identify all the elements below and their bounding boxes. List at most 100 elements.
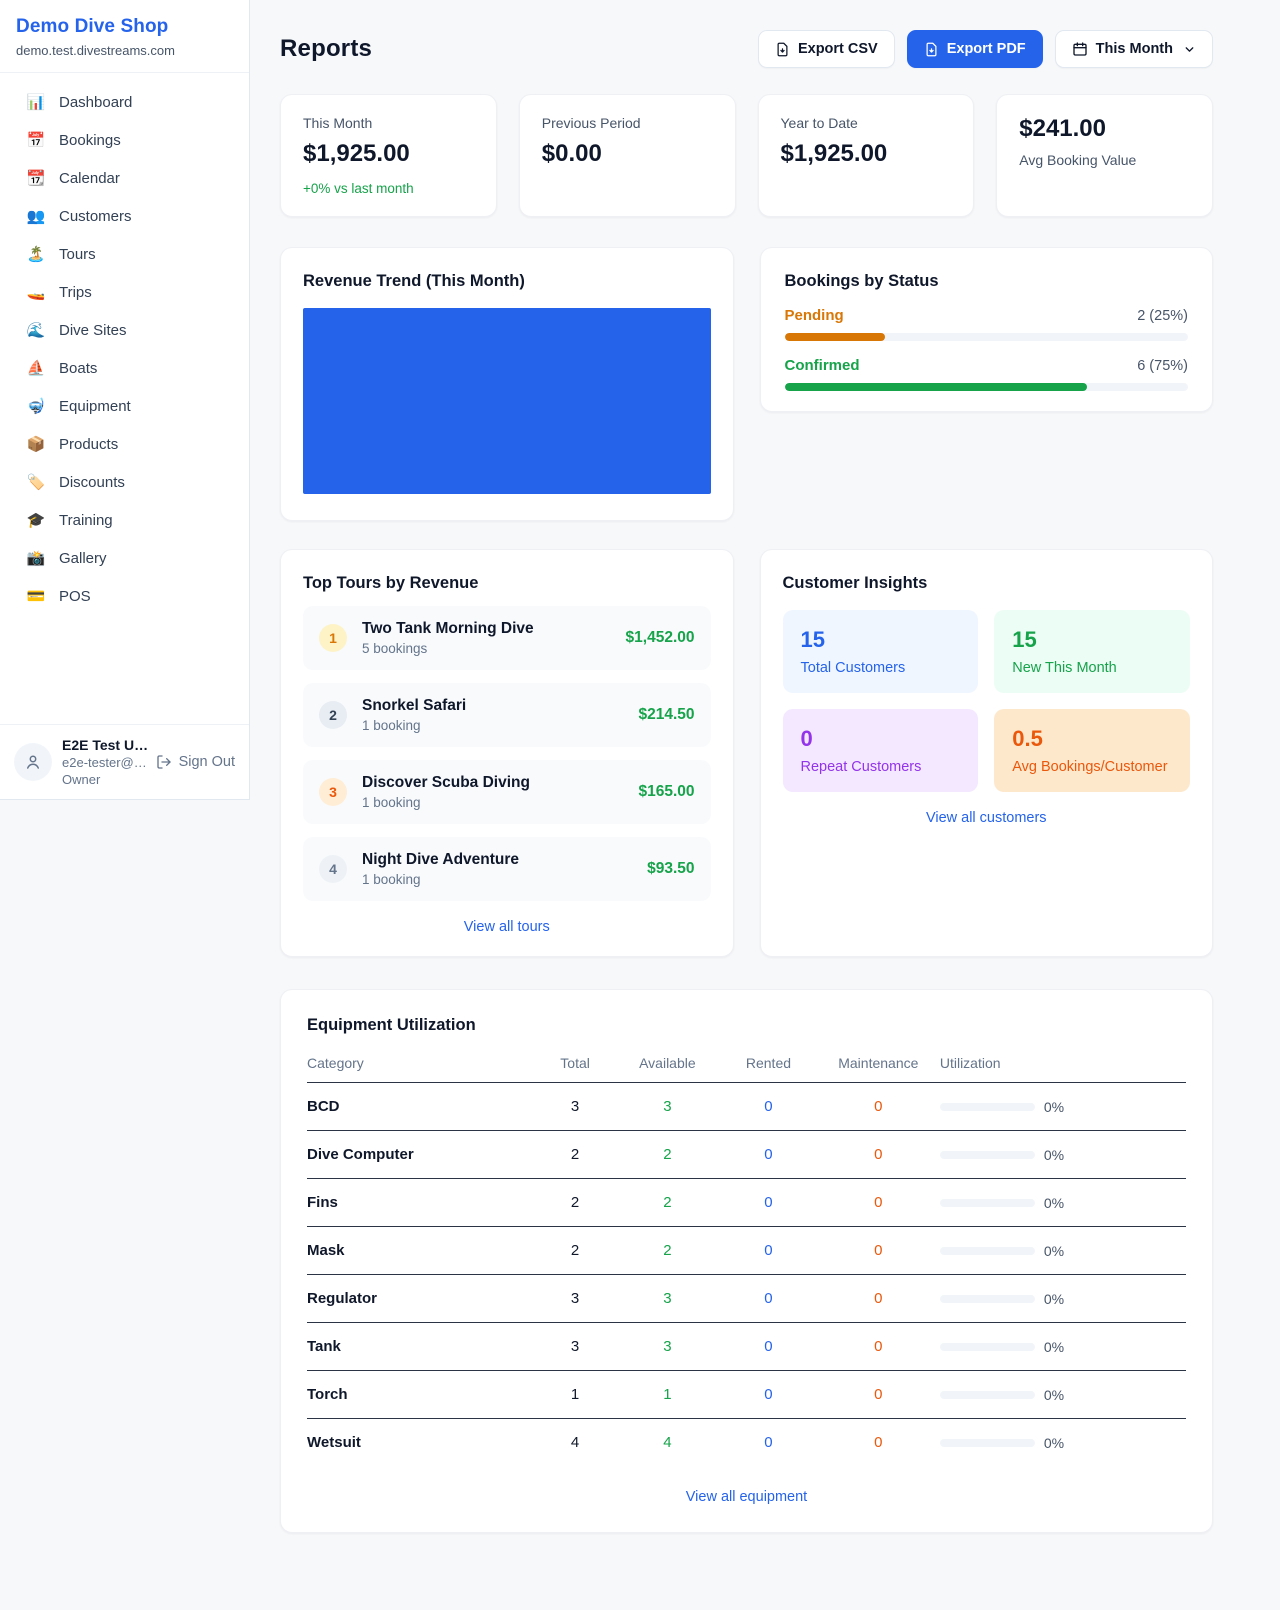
sign-out-label: Sign Out [178,754,235,770]
sidebar-item-bookings[interactable]: 📅 Bookings [0,121,249,159]
tour-name: Night Dive Adventure [362,851,520,868]
user-meta: E2E Test U… e2e-tester@… Owner [62,737,148,787]
tour-bookings: 1 booking [362,718,421,733]
export-pdf-button[interactable]: Export PDF [906,30,1043,68]
col-maintenance: Maintenance [816,1043,940,1083]
col-available: Available [614,1043,721,1083]
utilization-bar-track [939,1246,1035,1255]
speedboat-icon: 🚤 [26,284,46,301]
tag-icon: 🏷️ [26,474,46,491]
tour-revenue: $93.50 [647,860,695,877]
tile-value: 15 [800,627,825,652]
equipment-category: BCD [307,1082,536,1131]
sidebar-header: Demo Dive Shop demo.test.divestreams.com [0,0,249,73]
equipment-total: 3 [535,1322,615,1371]
utilization-bar-track [939,1150,1035,1159]
graduation-cap-icon: 🎓 [26,512,46,529]
stat-label: Avg Booking Value [1019,152,1137,168]
equipment-maintenance: 0 [816,1226,940,1275]
equipment-category: Tank [307,1322,536,1371]
sidebar-item-label: Trips [59,283,92,301]
sidebar-item-label: Products [59,435,119,453]
equipment-rented: 0 [720,1226,817,1275]
sidebar-item-training[interactable]: 🎓 Training [0,501,249,539]
view-all-tours-link[interactable]: View all tours [463,919,550,935]
sidebar-item-pos[interactable]: 💳 POS [0,577,249,615]
equipment-rented: 0 [720,1370,817,1419]
equipment-header-row: Category Total Available Rented Maintena… [307,1043,1186,1083]
sidebar-item-equipment[interactable]: 🤿 Equipment [0,387,249,425]
sign-out-button[interactable]: Sign Out [156,754,235,770]
tour-row: 4 Night Dive Adventure 1 booking $93.50 [303,837,711,901]
utilization-percent: 0% [1043,1194,1065,1211]
utilization-percent: 0% [1043,1146,1065,1163]
sidebar-item-boats[interactable]: ⛵ Boats [0,349,249,387]
page-header: Reports Export CSV Export PDF This Month [280,30,1213,68]
utilization-bar-track [939,1102,1035,1111]
stat-value: $241.00 [1019,115,1107,142]
sidebar-item-trips[interactable]: 🚤 Trips [0,273,249,311]
calendar-icon: 📆 [26,170,46,187]
export-csv-label: Export CSV [797,41,878,57]
sidebar-item-gallery[interactable]: 📸 Gallery [0,539,249,577]
tour-info: Discover Scuba Diving 1 booking [362,774,623,810]
top-tours-card: Top Tours by Revenue 1 Two Tank Morning … [280,549,734,957]
equipment-row: Mask 2 2 0 0 0% [307,1226,1186,1275]
equipment-maintenance: 0 [816,1130,940,1179]
sidebar-item-customers[interactable]: 👥 Customers [0,197,249,235]
utilization-percent: 0% [1043,1242,1065,1259]
sidebar-item-products[interactable]: 📦 Products [0,425,249,463]
tile-label: Total Customers [800,660,906,676]
period-selector[interactable]: This Month [1054,30,1213,68]
sidebar-item-dashboard[interactable]: 📊 Dashboard [0,83,249,121]
period-label: This Month [1095,41,1173,57]
utilization-bar-track [939,1198,1035,1207]
status-row-confirmed: Confirmed 6 (75%) [784,357,1188,391]
equipment-category: Mask [307,1226,536,1275]
equipment-maintenance: 0 [816,1370,940,1419]
view-all-equipment-link[interactable]: View all equipment [685,1489,808,1505]
equipment-total: 2 [535,1130,615,1179]
view-all-customers-link[interactable]: View all customers [925,810,1047,826]
tile-new-this-month: 15 New This Month [994,610,1190,693]
sidebar-item-label: Dive Sites [59,321,127,339]
equipment-category: Regulator [307,1274,536,1323]
sidebar-item-calendar[interactable]: 📆 Calendar [0,159,249,197]
stat-card-this-month: This Month $1,925.00 +0% vs last month [280,94,497,217]
equipment-rented: 0 [764,1434,773,1451]
equipment-available: 3 [614,1082,721,1131]
revenue-trend-bar [303,308,711,494]
bar-chart-icon: 📊 [26,94,46,111]
shop-name: Demo Dive Shop [16,16,169,37]
equipment-rented: 0 [720,1274,817,1323]
export-csv-button[interactable]: Export CSV [757,30,895,68]
sidebar-user-section: E2E Test U… e2e-tester@… Owner Sign Out [0,724,249,799]
credit-card-icon: 💳 [26,588,46,605]
tour-row: 1 Two Tank Morning Dive 5 bookings $1,45… [303,606,711,670]
equipment-table: Category Total Available Rented Maintena… [307,1043,1186,1466]
sidebar-item-dive-sites[interactable]: 🌊 Dive Sites [0,311,249,349]
equipment-total: 3 [535,1082,615,1131]
tour-info: Snorkel Safari 1 booking [362,697,623,733]
rank-badge: 4 [319,855,347,883]
utilization-bar-track [939,1438,1035,1447]
status-label-confirmed: Confirmed [784,357,860,374]
status-label-pending: Pending [784,307,844,324]
revenue-trend-card: Revenue Trend (This Month) [280,247,734,521]
tile-total-customers: 15 Total Customers [782,610,979,693]
status-bar-track [784,333,1188,341]
equipment-total: 1 [535,1370,615,1419]
sidebar-item-discounts[interactable]: 🏷️ Discounts [0,463,249,501]
equipment-maintenance: 0 [816,1178,940,1227]
equipment-available: 2 [614,1226,721,1275]
user-email: e2e-tester@… [62,755,147,770]
utilization-percent: 0% [1043,1338,1065,1355]
tour-row: 2 Snorkel Safari 1 booking $214.50 [303,683,711,747]
status-row-pending: Pending 2 (25%) [784,307,1188,341]
status-bar-track [784,383,1188,391]
rank-badge: 1 [319,624,347,652]
equipment-row: Dive Computer 2 2 0 0 0% [307,1130,1186,1179]
sidebar-item-label: Gallery [59,549,107,567]
tour-row: 3 Discover Scuba Diving 1 booking $165.0… [303,760,711,824]
sidebar-item-tours[interactable]: 🏝️ Tours [0,235,249,273]
